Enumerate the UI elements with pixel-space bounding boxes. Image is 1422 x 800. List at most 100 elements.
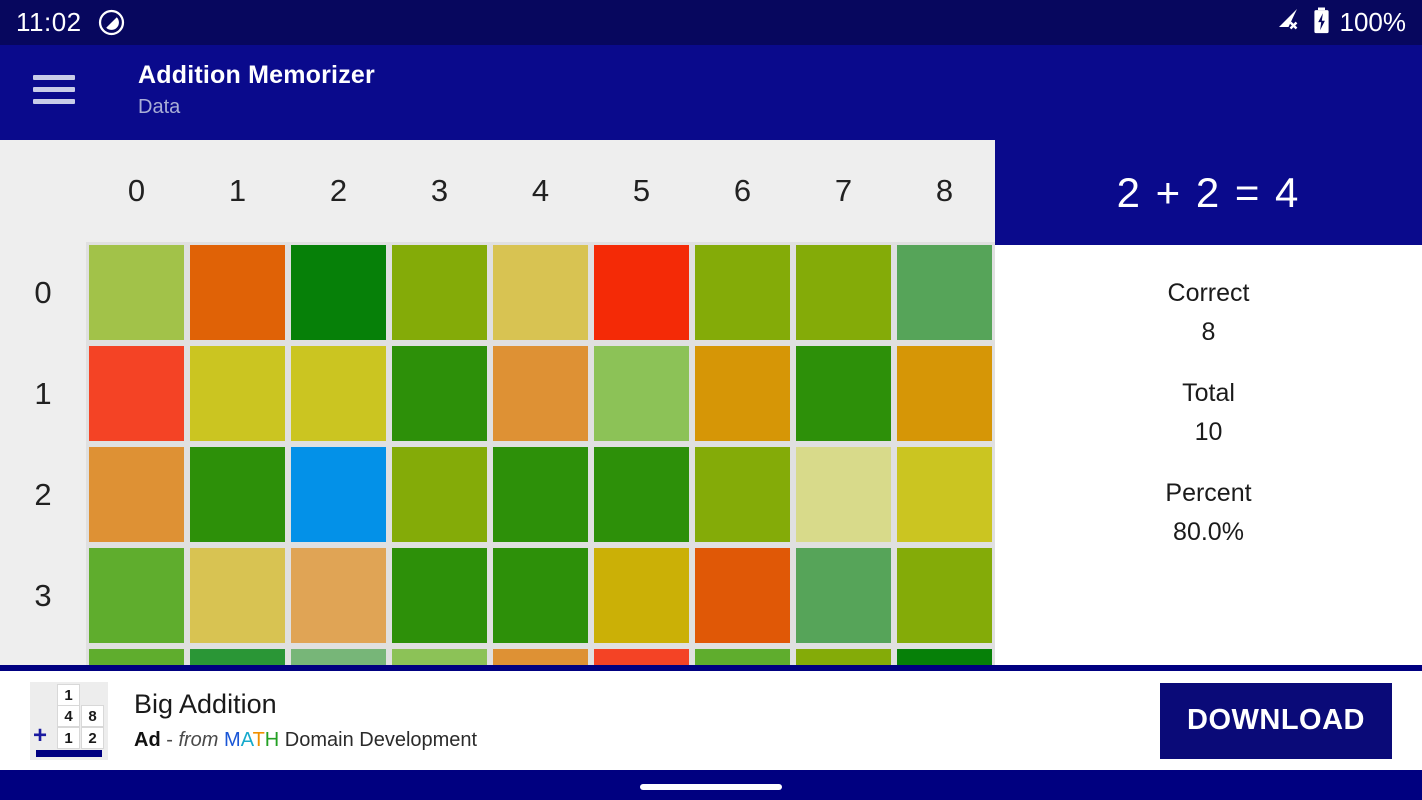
ad-icon-bottom-ones-digit: 2	[81, 726, 104, 749]
brand-letter-m: M	[224, 729, 241, 751]
page-subtitle: Data	[138, 96, 181, 118]
grid-cell-3-5[interactable]	[591, 545, 692, 646]
ad-icon-top-tens-digit: 4	[57, 704, 80, 727]
grid-col-header-6: 6	[692, 140, 793, 242]
grid-cell-3-6[interactable]	[692, 545, 793, 646]
grid-cell-container	[793, 343, 894, 444]
grid-cell-container	[591, 444, 692, 545]
grid-cell-3-3[interactable]	[389, 545, 490, 646]
current-problem: 2 + 2 = 4	[995, 140, 1422, 245]
grid-cell-0-6[interactable]	[692, 242, 793, 343]
grid-cell-4-1[interactable]	[187, 646, 288, 665]
ad-icon-plus-operator: +	[33, 721, 48, 749]
grid-cell-1-2[interactable]	[288, 343, 389, 444]
grid-cell-3-2[interactable]	[288, 545, 389, 646]
grid-cell-0-3[interactable]	[389, 242, 490, 343]
page-title: Addition Memorizer	[138, 61, 375, 89]
grid-cell-3-4[interactable]	[490, 545, 591, 646]
grid-cell-container	[389, 242, 490, 343]
grid-cell-4-2[interactable]	[288, 646, 389, 665]
stat-label: Percent	[1165, 479, 1252, 507]
grid-cell-3-1[interactable]	[187, 545, 288, 646]
battery-percent-label: 100%	[1339, 7, 1407, 37]
stat-percent: Percent 80.0%	[995, 479, 1422, 547]
grid-cell-container	[288, 242, 389, 343]
grid-col-header-8: 8	[894, 140, 995, 242]
hamburger-menu-icon[interactable]	[33, 75, 75, 107]
brand-letter-a: A	[240, 729, 253, 751]
grid-cell-container	[490, 242, 591, 343]
grid-cell-0-2[interactable]	[288, 242, 389, 343]
grid-cell-3-7[interactable]	[793, 545, 894, 646]
grid-cell-1-8[interactable]	[894, 343, 995, 444]
grid-cell-1-5[interactable]	[591, 343, 692, 444]
grid-cell-2-3[interactable]	[389, 444, 490, 545]
ad-label: Ad	[134, 729, 161, 751]
grid-cell-3-0[interactable]	[86, 545, 187, 646]
grid-cell-1-4[interactable]	[490, 343, 591, 444]
addition-data-grid[interactable]: 01234567801234	[0, 140, 995, 665]
main-content: 01234567801234 2 + 2 = 4 Correct 8 Total…	[0, 140, 1422, 665]
grid-cell-0-4[interactable]	[490, 242, 591, 343]
grid-cell-2-1[interactable]	[187, 444, 288, 545]
grid-cell-1-3[interactable]	[389, 343, 490, 444]
grid-cell-4-5[interactable]	[591, 646, 692, 665]
grid-cell-1-6[interactable]	[692, 343, 793, 444]
ad-separator: -	[166, 729, 173, 751]
grid-cell-container	[894, 242, 995, 343]
grid-cell-container	[591, 545, 692, 646]
grid-col-header-0: 0	[86, 140, 187, 242]
grid-cell-4-7[interactable]	[793, 646, 894, 665]
ad-banner[interactable]: 1 4 8 + 1 2 Big Addition Ad - from MATH …	[0, 668, 1422, 773]
grid-cell-container	[692, 646, 793, 665]
grid-col-header-2: 2	[288, 140, 389, 242]
grid-cell-container	[288, 545, 389, 646]
status-bar: 11:02 10	[0, 0, 1422, 45]
grid-row-header-2: 2	[0, 444, 86, 545]
grid-cell-2-7[interactable]	[793, 444, 894, 545]
signal-no-sim-icon	[1275, 7, 1303, 38]
grid-cell-2-4[interactable]	[490, 444, 591, 545]
brand-letter-t: T	[252, 729, 265, 751]
grid-cell-0-1[interactable]	[187, 242, 288, 343]
grid-cell-2-0[interactable]	[86, 444, 187, 545]
ad-title: Big Addition	[134, 689, 277, 719]
grid-col-header-1: 1	[187, 140, 288, 242]
ad-text-block: Big Addition Ad - from MATH Domain Devel…	[134, 689, 477, 752]
grid-cell-2-6[interactable]	[692, 444, 793, 545]
grid-row: 0	[0, 242, 995, 343]
grid-cell-0-7[interactable]	[793, 242, 894, 343]
download-button[interactable]: DOWNLOAD	[1160, 682, 1392, 759]
grid-table: 01234567801234	[0, 140, 995, 665]
grid-cell-1-1[interactable]	[187, 343, 288, 444]
grid-cell-container	[894, 343, 995, 444]
grid-cell-0-0[interactable]	[86, 242, 187, 343]
grid-cell-0-8[interactable]	[894, 242, 995, 343]
grid-cell-container	[86, 242, 187, 343]
grid-cell-2-8[interactable]	[894, 444, 995, 545]
home-gesture-pill[interactable]	[640, 783, 782, 790]
grid-cell-selected-2-2[interactable]	[288, 444, 389, 545]
stats-panel: 2 + 2 = 4 Correct 8 Total 10 Percent 80.…	[995, 140, 1422, 665]
grid-cell-4-4[interactable]	[490, 646, 591, 665]
grid-cell-container	[389, 545, 490, 646]
stat-correct: Correct 8	[995, 279, 1422, 347]
grid-cell-1-7[interactable]	[793, 343, 894, 444]
status-bar-right-cluster: 100%	[1275, 7, 1407, 39]
grid-cell-1-0[interactable]	[86, 343, 187, 444]
grid-cell-4-6[interactable]	[692, 646, 793, 665]
grid-cell-4-0[interactable]	[86, 646, 187, 665]
grid-cell-3-8[interactable]	[894, 545, 995, 646]
stat-value: 10	[1194, 418, 1223, 446]
stat-total: Total 10	[995, 379, 1422, 447]
grid-cell-2-5[interactable]	[591, 444, 692, 545]
grid-cell-container	[86, 343, 187, 444]
grid-cell-0-5[interactable]	[591, 242, 692, 343]
grid-cell-container	[692, 545, 793, 646]
grid-cell-4-3[interactable]	[389, 646, 490, 665]
grid-cell-4-8[interactable]	[894, 646, 995, 665]
grid-col-header-4: 4	[490, 140, 591, 242]
system-navigation-bar	[0, 773, 1422, 800]
grid-cell-container	[288, 646, 389, 665]
